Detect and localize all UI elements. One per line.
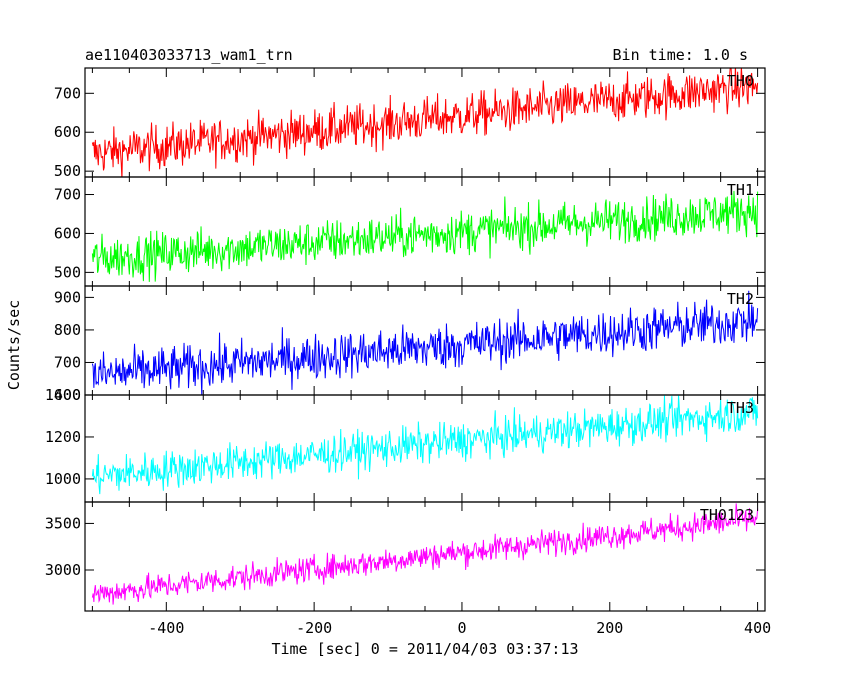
y-tick-label: 800	[54, 321, 81, 339]
x-tick-label: 200	[596, 619, 623, 637]
series-label: TH0123	[700, 506, 754, 524]
series-label: TH0	[727, 72, 754, 90]
panel-th1: 500 600 700 TH1	[54, 176, 766, 287]
y-tick-label: 700	[54, 186, 81, 204]
panel-th0: 500 600 700 TH0	[54, 67, 766, 180]
x-tick-label: -200	[296, 619, 332, 637]
series-line-th3	[91, 395, 759, 495]
panel-th2: 600 700 800 900 TH2	[54, 285, 766, 404]
y-tick-label: 700	[54, 84, 81, 102]
y-tick-label: 3000	[45, 561, 81, 579]
series-line-th1	[91, 190, 759, 282]
y-tick-label: 1400	[45, 386, 81, 404]
y-tick-label: 900	[54, 288, 81, 306]
x-tick-label: 400	[744, 619, 771, 637]
panel-th3: 1000 1200 1400 TH3	[45, 386, 766, 503]
x-tick-label: 0	[457, 619, 466, 637]
y-tick-label: 700	[54, 353, 81, 371]
series-line-th0123	[91, 503, 759, 605]
y-tick-label: 500	[54, 263, 81, 281]
series-line-th2	[91, 290, 759, 395]
y-tick-label: 600	[54, 123, 81, 141]
panel-frame	[84, 67, 766, 178]
y-axis-label: Counts/sec	[5, 300, 23, 390]
y-tick-label: 500	[54, 162, 81, 180]
series-label: TH1	[727, 181, 754, 199]
panel-th0123: 3000 3500 TH0123	[45, 501, 766, 612]
bin-time-label: Bin time: 1.0 s	[613, 46, 748, 64]
series-label: TH2	[727, 290, 754, 308]
chart-title: ae110403033713_wam1_trn	[85, 46, 293, 64]
series-line-th0	[91, 68, 759, 177]
series-label: TH3	[727, 399, 754, 417]
y-tick-label: 3500	[45, 514, 81, 532]
x-axis-label: Time [sec] 0 = 2011/04/03 03:37:13	[271, 640, 578, 658]
x-tick-label: -400	[148, 619, 184, 637]
y-tick-label: 600	[54, 386, 81, 404]
panel-frame	[84, 285, 766, 396]
y-tick-label: 600	[54, 224, 81, 242]
y-tick-label: 1000	[45, 470, 81, 488]
panels-group: 500 600 700 TH0 500 600 700 TH1 600 700 800 900 TH2 1…	[45, 67, 771, 637]
panel-frame	[84, 394, 766, 503]
y-tick-label: 1200	[45, 428, 81, 446]
